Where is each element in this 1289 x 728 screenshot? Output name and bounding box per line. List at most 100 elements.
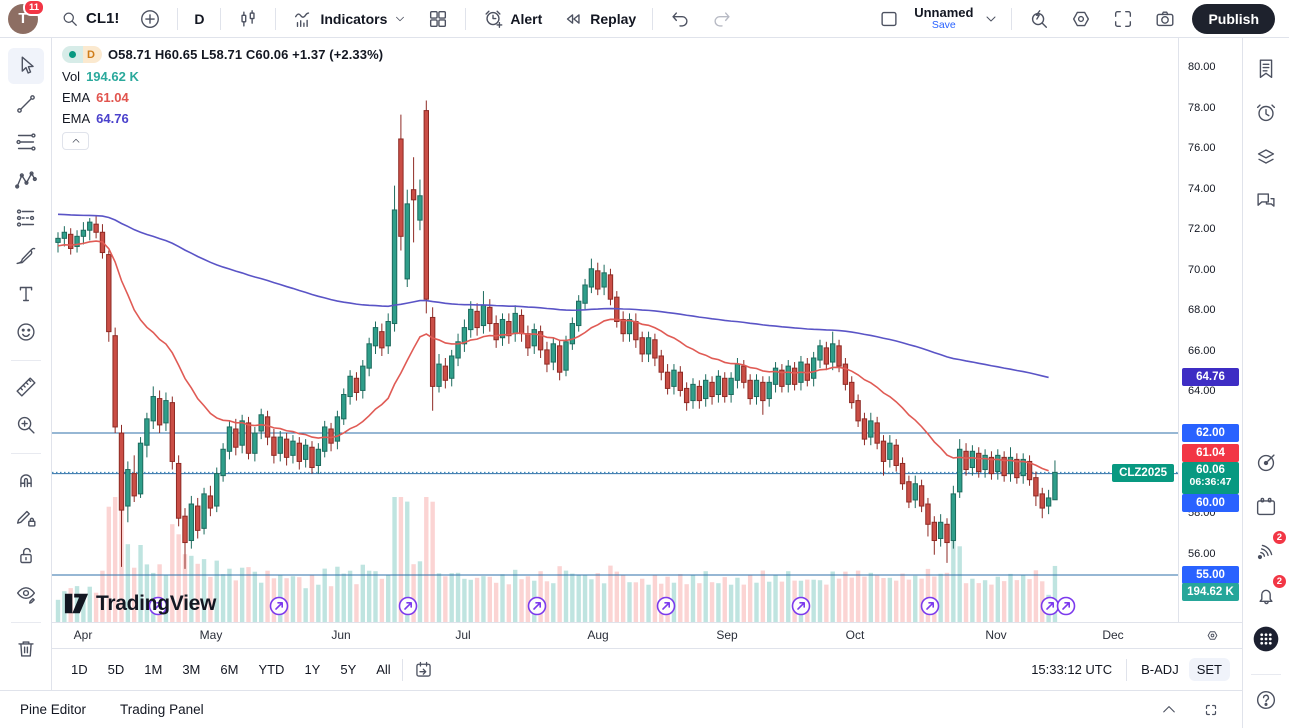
layout-square-icon (881, 11, 897, 26)
chart-settings-button[interactable] (1062, 4, 1100, 34)
volume-bar (728, 584, 734, 622)
rollover-marker[interactable] (1056, 596, 1076, 616)
range-button-1d[interactable]: 1D (71, 662, 88, 677)
axis-settings-gear-icon[interactable] (1205, 628, 1220, 643)
volume-bar (176, 534, 181, 622)
candle-body (658, 355, 664, 373)
alerts-panel-button[interactable] (1249, 96, 1283, 130)
candle-body (347, 375, 353, 398)
chart-style-button[interactable] (229, 4, 267, 34)
lightning-search-icon (1032, 9, 1048, 28)
volume-bar (779, 581, 785, 622)
volume-bar (817, 580, 823, 622)
range-button-5d[interactable]: 5D (107, 662, 125, 677)
ema-line[interactable] (57, 240, 1049, 472)
compare-add-button[interactable] (131, 4, 169, 34)
object-tree-button[interactable] (1249, 140, 1283, 174)
pattern-tool[interactable] (8, 162, 44, 198)
layout-name-button[interactable]: Unnamed Save (912, 5, 975, 32)
chat-button[interactable] (1249, 184, 1283, 218)
remove-drawings-tool[interactable] (8, 631, 44, 667)
quick-search-button[interactable] (1020, 4, 1058, 34)
range-button-ytd[interactable]: YTD (258, 662, 285, 677)
text-tool[interactable] (8, 276, 44, 312)
emoji-tool[interactable] (8, 314, 44, 350)
volume-bar (919, 578, 924, 622)
fullscreen-button[interactable] (1104, 4, 1142, 34)
clock[interactable]: 15:33:12 UTC (1031, 662, 1113, 677)
candle-body (118, 432, 125, 511)
range-button-6m[interactable]: 6M (220, 662, 239, 677)
candle-body (925, 503, 931, 525)
cursor-tool[interactable] (7, 48, 44, 84)
symbol-search-button[interactable]: CL1! (52, 4, 127, 34)
rollover-marker[interactable] (791, 596, 811, 616)
volume-bar (900, 573, 905, 622)
apps-menu-button[interactable] (1249, 622, 1283, 656)
interval-button[interactable]: D (186, 4, 212, 34)
hotlists-button[interactable] (1249, 446, 1283, 480)
candle-body (512, 312, 518, 335)
watchlist-button[interactable] (1249, 52, 1283, 86)
streams-button[interactable]: 2 (1249, 530, 1287, 568)
candle-body (106, 254, 112, 333)
help-button[interactable] (1249, 683, 1283, 717)
alert-button[interactable]: Alert (474, 4, 550, 34)
undo-button[interactable] (661, 4, 699, 34)
lock-all-drawings-tool[interactable] (8, 538, 44, 574)
redo-button[interactable] (703, 4, 741, 34)
rollover-marker[interactable] (398, 596, 418, 616)
magnet-tool[interactable] (8, 462, 44, 498)
economic-calendar-button[interactable] (1249, 490, 1283, 524)
layout-select-button[interactable] (870, 4, 908, 34)
rollover-marker[interactable] (148, 596, 168, 616)
rollover-marker[interactable] (1040, 596, 1060, 616)
streams-count-badge: 2 (1271, 530, 1287, 545)
price-axis[interactable]: 80.00 78.00 76.00 74.00 72.00 70.00 68.00 66.00… (1178, 38, 1242, 622)
range-button-5y[interactable]: 5Y (340, 662, 357, 677)
fib-retracement-tool[interactable] (8, 124, 44, 160)
session-settings-button[interactable]: SET (1188, 658, 1230, 681)
candle-body (182, 515, 188, 544)
forecast-tool[interactable] (8, 200, 44, 236)
chart-region[interactable]: D O58.71 H60.65 L58.71 C60.06 +1.37 (+2.… (52, 38, 1242, 622)
adjustment-toggle[interactable]: B-ADJ (1141, 662, 1179, 677)
brush-tool[interactable] (8, 238, 44, 274)
layout-templates-button[interactable] (419, 4, 457, 34)
layout-menu-button[interactable] (979, 4, 1003, 34)
range-button-all[interactable]: All (376, 662, 391, 677)
trend-line-tool[interactable] (8, 86, 44, 122)
candle-body (201, 493, 207, 529)
hide-drawings-tool[interactable] (8, 576, 44, 612)
rollover-marker[interactable] (656, 596, 676, 616)
zoom-in-tool[interactable] (8, 407, 44, 443)
drawing-mode-lock-tool[interactable] (8, 500, 44, 536)
time-axis[interactable]: Apr May Jun Jul Aug Sep Oct Nov Dec (52, 622, 1242, 648)
range-button-3m[interactable]: 3M (182, 662, 201, 677)
price-chart-canvas[interactable] (52, 38, 1178, 622)
indicators-button[interactable]: Indicators (284, 4, 415, 34)
panel-expand-icon[interactable] (1202, 701, 1220, 719)
range-button-1m[interactable]: 1M (144, 662, 163, 677)
replay-button[interactable]: Replay (554, 4, 644, 34)
series-status-pills[interactable]: D (62, 46, 102, 63)
measure-tool[interactable] (8, 369, 44, 405)
bottom-tab-pine-editor[interactable]: Pine Editor (20, 702, 87, 717)
candle-body (1033, 477, 1039, 497)
legend-collapse-button[interactable] (62, 132, 89, 150)
panel-chevron-up-icon[interactable] (1160, 701, 1178, 719)
go-to-date-button[interactable] (407, 655, 440, 685)
rollover-marker[interactable] (269, 596, 289, 616)
publish-button[interactable]: Publish (1192, 3, 1275, 34)
snapshot-button[interactable] (1146, 4, 1184, 34)
user-avatar[interactable]: T 11 (8, 0, 45, 34)
range-button-1y[interactable]: 1Y (304, 662, 321, 677)
ema-line[interactable] (57, 213, 1049, 379)
candle-body (226, 426, 233, 452)
bottom-tab-trading-panel[interactable]: Trading Panel (120, 702, 204, 717)
notifications-button[interactable]: 2 (1249, 574, 1287, 612)
rollover-marker[interactable] (920, 596, 940, 616)
price-tick: 64.00 (1188, 385, 1216, 398)
candle-body (982, 454, 988, 471)
rollover-marker[interactable] (527, 596, 547, 616)
